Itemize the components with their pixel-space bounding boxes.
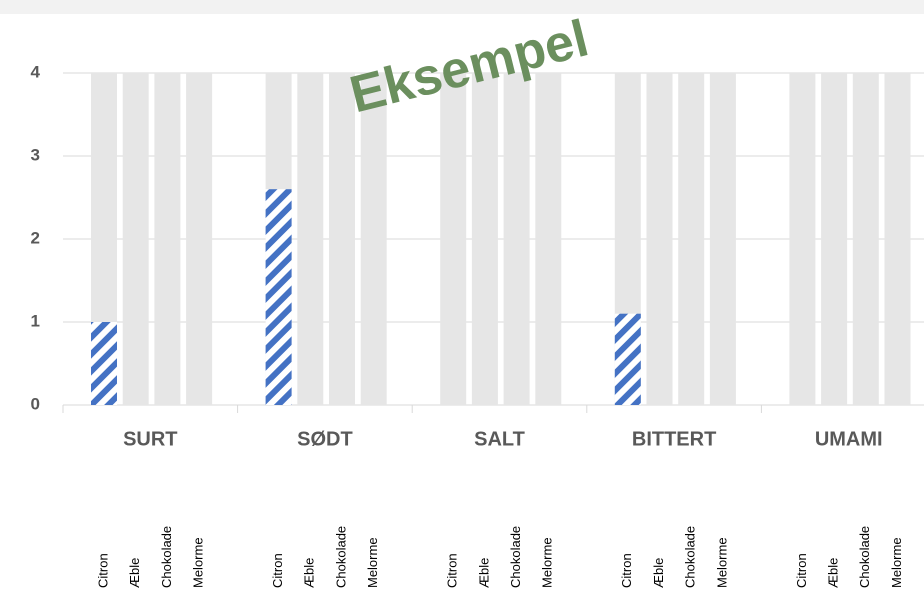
group-label: BITTERT (632, 428, 716, 450)
background-bar (678, 73, 705, 405)
x-tick-label: Chokolade (159, 526, 174, 588)
y-tick-label: 4 (31, 62, 41, 81)
background-bar (535, 73, 562, 405)
y-tick-label: 1 (31, 311, 40, 330)
group-label: SALT (474, 428, 525, 450)
x-tick-label: Chokolade (333, 526, 348, 588)
x-tick-label: Æble (826, 558, 841, 588)
background-bar (821, 73, 848, 405)
x-tick-label: Citron (95, 553, 110, 588)
y-tick-label: 2 (31, 228, 40, 247)
background-bar (789, 73, 816, 405)
background-bar (852, 73, 879, 405)
y-tick-label: 3 (31, 145, 40, 164)
y-tick-label: 0 (31, 394, 40, 413)
x-tick-label: Chokolade (857, 526, 872, 588)
background-bar (646, 73, 673, 405)
x-tick-label: Melorme (714, 537, 729, 588)
x-tick-label: Æble (476, 558, 491, 588)
background-bar (186, 73, 213, 405)
x-tick-label: Melorme (191, 537, 206, 588)
background-bar (154, 73, 181, 405)
x-tick-label: Æble (127, 558, 142, 588)
x-tick-label: Melorme (365, 537, 380, 588)
x-tick-label: Chokolade (683, 526, 698, 588)
background-bar (122, 73, 149, 405)
background-bar (471, 73, 498, 405)
x-tick-label: Melorme (889, 537, 904, 588)
x-tick-label: Citron (794, 553, 809, 588)
x-tick-label: Æble (651, 558, 666, 588)
group-label: SURT (123, 428, 177, 450)
x-tick-label: Melorme (540, 537, 555, 588)
background-bar (503, 73, 530, 405)
background-bar (884, 73, 911, 405)
bar (614, 313, 641, 405)
x-tick-label: Æble (302, 558, 317, 588)
x-tick-label: Citron (270, 553, 285, 588)
background-bar (329, 73, 355, 405)
background-bar (297, 73, 324, 405)
top-strip (0, 0, 924, 14)
x-tick-label: Chokolade (508, 526, 523, 588)
bar (91, 322, 117, 405)
x-tick-label: Citron (445, 553, 460, 588)
group-label: SØDT (297, 428, 353, 450)
bar (265, 189, 292, 405)
group-label: UMAMI (815, 428, 883, 450)
x-tick-label: Citron (619, 553, 634, 588)
background-bar (440, 73, 467, 405)
background-bar (709, 73, 736, 405)
background-bar (360, 73, 387, 405)
